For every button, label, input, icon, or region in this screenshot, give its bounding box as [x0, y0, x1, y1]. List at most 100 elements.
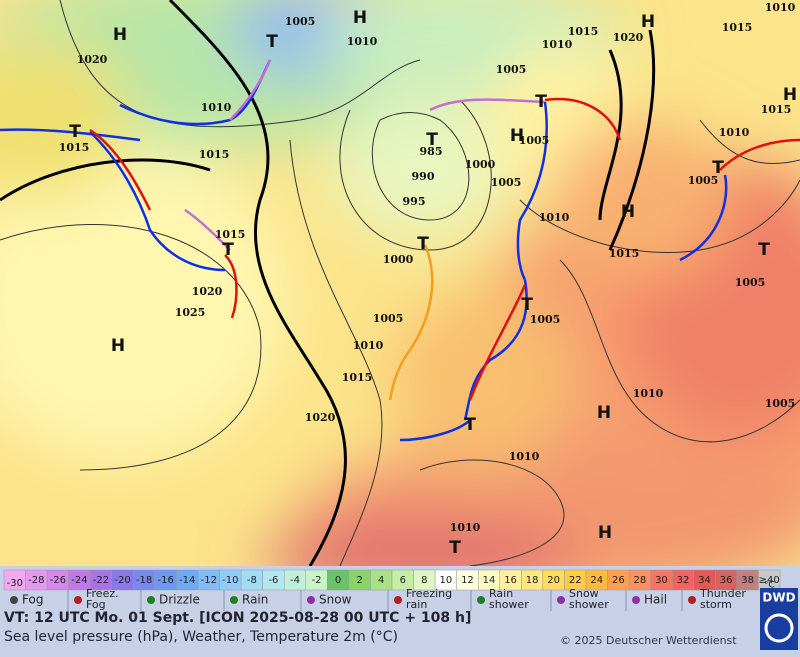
scale-label: 2 — [356, 575, 362, 586]
scale-label: -14 — [179, 575, 195, 586]
weather-icon — [688, 596, 696, 604]
weather-label: Drizzle — [159, 593, 200, 607]
isobar-label: 1005 — [765, 397, 796, 410]
isobar-label: 1015 — [568, 25, 599, 38]
isobar-label: 1015 — [342, 371, 373, 384]
pressure-center: H — [641, 12, 655, 32]
scale-label: -20 — [114, 575, 130, 586]
isobar-label: 1010 — [347, 35, 378, 48]
isobar-label: 1005 — [519, 134, 550, 147]
scale-label: 20 — [547, 575, 560, 586]
scale-label: -22 — [93, 575, 109, 586]
scale-label: 12 — [461, 575, 474, 586]
isobar-label: 1015 — [609, 247, 640, 260]
scale-label: -10 — [222, 575, 238, 586]
isobar-label: 1015 — [722, 21, 753, 34]
weather-label: Snow shower — [569, 587, 609, 611]
copyright: © 2025 Deutscher Wetterdienst — [560, 634, 737, 647]
weather-label: Freezing rain — [406, 587, 452, 611]
scale-label: 36 — [720, 575, 733, 586]
weather-label: Fog — [22, 593, 43, 607]
isobar-label: 1005 — [285, 15, 316, 28]
isobar-label: 1005 — [373, 312, 404, 325]
scale-label: 14 — [483, 575, 496, 586]
weather-icon — [74, 596, 82, 604]
isobar-label: 1020 — [77, 53, 108, 66]
scale-label: 38 — [741, 575, 754, 586]
scale-label: -28 — [28, 575, 44, 586]
fronts — [0, 59, 800, 442]
description: Sea level pressure (hPa), Weather, Tempe… — [4, 629, 398, 645]
scale-label: -2 — [312, 575, 322, 586]
scale-label: 16 — [504, 575, 517, 586]
pressure-center: H — [597, 403, 611, 423]
main-isobars — [0, 0, 656, 566]
isobar-label: 1005 — [688, 174, 719, 187]
isobar-label: 1010 — [539, 211, 570, 224]
scale-label: ≥40 — [759, 575, 780, 586]
isobar-label: 1020 — [192, 285, 223, 298]
isobar-label: 1005 — [496, 63, 527, 76]
isobar-label: 1010 — [719, 126, 750, 139]
scale-label: 30 — [655, 575, 668, 586]
isobar-label: 1000 — [465, 158, 496, 171]
weather-icon — [632, 596, 640, 604]
weather-icon — [394, 596, 402, 604]
weather-label: Snow — [319, 593, 352, 607]
pressure-center: T — [69, 122, 81, 142]
isobar-label: 1005 — [530, 313, 561, 326]
scale-label: 8 — [421, 575, 427, 586]
isobar-label: 1010 — [353, 339, 384, 352]
weather-label: Rain — [242, 593, 268, 607]
isobar-label: 1025 — [175, 306, 206, 319]
isobar-label: 990 — [412, 170, 435, 183]
weather-icon — [307, 596, 315, 604]
isobar-label: 1015 — [215, 228, 246, 241]
weather-icon — [230, 596, 238, 604]
pressure-center: T — [417, 234, 429, 254]
scale-label: -30 — [7, 578, 23, 589]
weather-legend: Fog Freez. Fog Drizzle Rain Snow Freezing rain R… — [10, 587, 746, 611]
isobar-label: 995 — [403, 195, 426, 208]
isobar-label: 1010 — [765, 1, 796, 14]
isobar-label: 1010 — [201, 101, 232, 114]
scale-label: 22 — [569, 575, 582, 586]
pressure-center: T — [535, 92, 547, 112]
weather-icon — [477, 596, 485, 604]
scale-label: 34 — [698, 575, 711, 586]
scale-label: 6 — [400, 575, 406, 586]
isobar-label: 1005 — [735, 276, 766, 289]
pressure-center: T — [266, 32, 278, 52]
scale-unit: °C — [764, 581, 775, 591]
isobar-label: 1010 — [542, 38, 573, 51]
weather-label: Hail — [644, 593, 667, 607]
isobar-label: 1005 — [491, 176, 522, 189]
scale-label: -6 — [268, 575, 278, 586]
weather-label: Freez. Fog — [86, 587, 119, 611]
scale-label: 32 — [677, 575, 690, 586]
pressure-center: H — [783, 85, 797, 105]
scale-label: -16 — [157, 575, 173, 586]
isobars — [0, 0, 800, 566]
pressure-center: T — [464, 415, 476, 435]
isobar-label: 1000 — [383, 253, 414, 266]
isobar-label: 985 — [420, 145, 443, 158]
isobar-label: 1010 — [450, 521, 481, 534]
weather-icon — [557, 596, 565, 604]
pressure-center: T — [712, 158, 724, 178]
scale-label: 28 — [634, 575, 647, 586]
isobar-label: 1010 — [509, 450, 540, 463]
isobar-label: 1020 — [305, 411, 336, 424]
pressure-center: T — [449, 538, 461, 558]
isobar-label: 1020 — [613, 31, 644, 44]
scale-label: 26 — [612, 575, 625, 586]
pressure-center: T — [222, 240, 234, 260]
pressure-center: H — [510, 126, 524, 146]
isobar-label: 1015 — [199, 148, 230, 161]
scale-label: -18 — [136, 575, 152, 586]
pressure-center: H — [111, 336, 125, 356]
logo-mark — [764, 613, 794, 643]
scale-label: -4 — [290, 575, 300, 586]
